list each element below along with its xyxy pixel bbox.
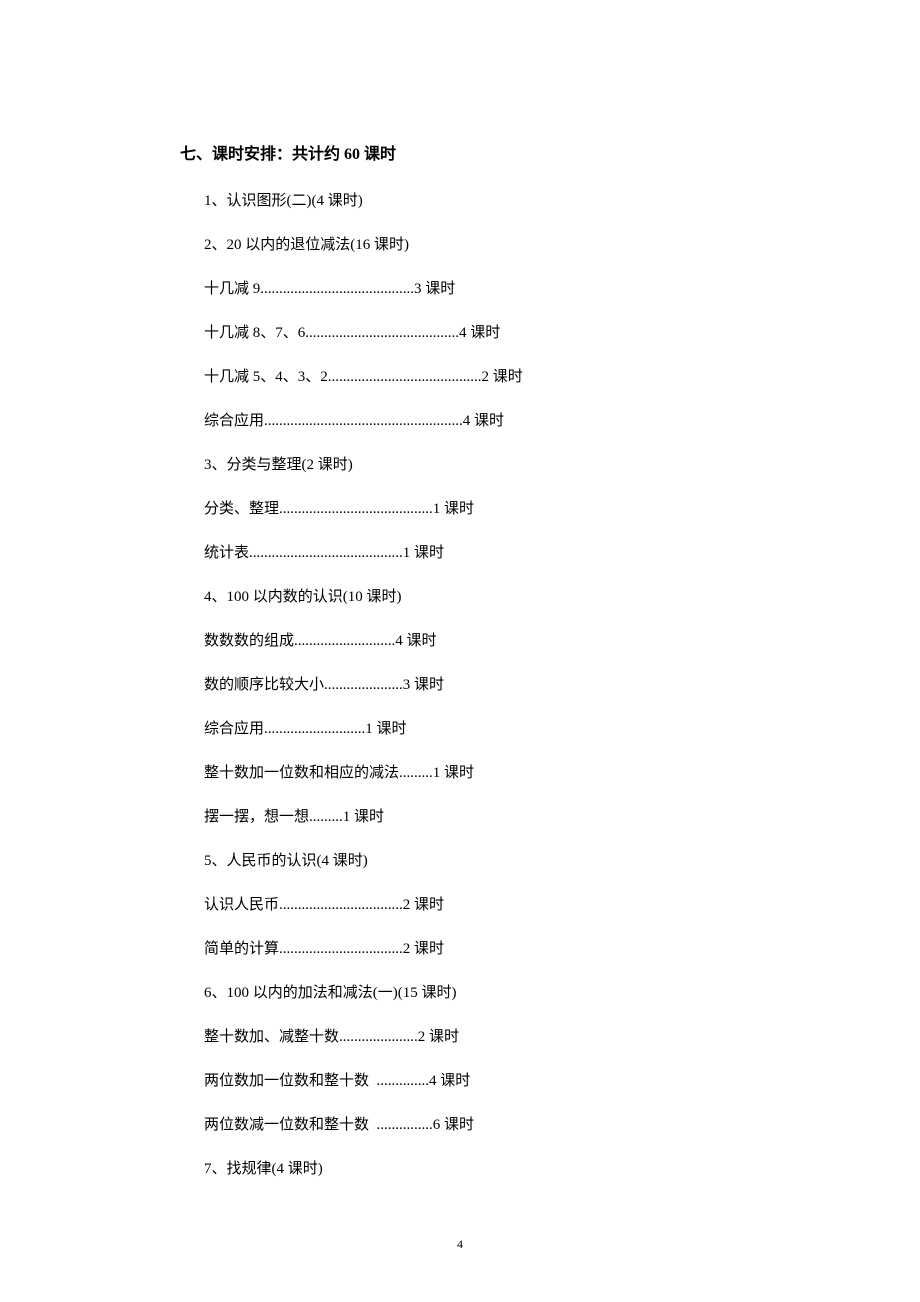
content-line: 综合应用...........................1 课时 xyxy=(180,718,770,741)
content-line: 2、20 以内的退位减法(16 课时) xyxy=(180,234,770,257)
page-number: 4 xyxy=(0,1237,920,1252)
content-line: 6、100 以内的加法和减法(一)(15 课时) xyxy=(180,982,770,1005)
content-line: 1、认识图形(二)(4 课时) xyxy=(180,190,770,213)
content-line: 综合应用....................................… xyxy=(180,410,770,433)
content-line: 7、找规律(4 课时) xyxy=(180,1158,770,1181)
content-line: 十几减 5、4、3、2.............................… xyxy=(180,366,770,389)
content-line: 统计表.....................................… xyxy=(180,542,770,565)
content-line: 5、人民币的认识(4 课时) xyxy=(180,850,770,873)
content-line: 十几减 8、7、6...............................… xyxy=(180,322,770,345)
content-line: 分类、整理...................................… xyxy=(180,498,770,521)
content-line: 两位数加一位数和整十数 ..............4 课时 xyxy=(180,1070,770,1093)
content-line: 两位数减一位数和整十数 ...............6 课时 xyxy=(180,1114,770,1137)
content-line: 认识人民币.................................2 … xyxy=(180,894,770,917)
content-line: 整十数加一位数和相应的减法.........1 课时 xyxy=(180,762,770,785)
content-line: 简单的计算.................................2 … xyxy=(180,938,770,961)
content-line: 数的顺序比较大小.....................3 课时 xyxy=(180,674,770,697)
content-line: 数数数的组成...........................4 课时 xyxy=(180,630,770,653)
content-lines: 1、认识图形(二)(4 课时) 2、20 以内的退位减法(16 课时) 十几减 9.… xyxy=(180,190,770,1181)
content-line: 摆一摆，想一想.........1 课时 xyxy=(180,806,770,829)
content-line: 3、分类与整理(2 课时) xyxy=(180,454,770,477)
content-line: 十几减 9...................................… xyxy=(180,278,770,301)
content-line: 4、100 以内数的认识(10 课时) xyxy=(180,586,770,609)
content-line: 整十数加、减整十数.....................2 课时 xyxy=(180,1026,770,1049)
section-heading: 七、课时安排：共计约 60 课时 xyxy=(180,140,770,164)
